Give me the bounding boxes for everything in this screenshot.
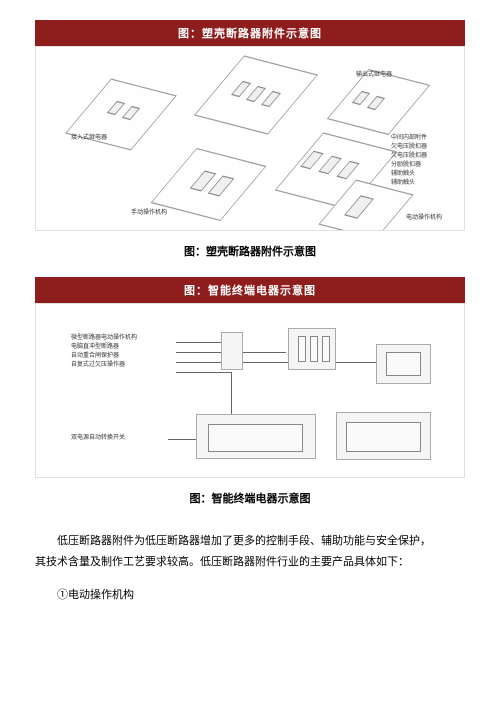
figure-1-diagram: 接入式继电器 输出式继电器手动操作机构 中间内部附件欠电压脱扣器欠电压脱扣器分励脱扣…	[35, 46, 465, 231]
device-detail	[346, 422, 421, 452]
lead-line	[168, 439, 198, 440]
body-paragraph: 低压断路器附件为低压断路器增加了更多的控制手段、辅助功能与安全保护， 其技术含量…	[35, 531, 465, 573]
item-1-text: ①电动操作机构	[35, 585, 465, 606]
lead-line	[176, 362, 376, 363]
lead-line	[231, 372, 232, 414]
figure-2-caption: 图：智能终端电器示意图	[35, 490, 465, 506]
figure-2-diagram: 微型断路器电动操作机构电脑直冲型断路器自动重合闸保护器自复式过欠压操作器双电源自…	[35, 303, 465, 478]
device-detail	[386, 352, 421, 376]
iso-panel-label: 接入式继电器	[71, 132, 107, 141]
iso-panel	[151, 148, 267, 221]
device-detail	[208, 424, 303, 452]
body-line-1: 低压断路器附件为低压断路器增加了更多的控制手段、辅助功能与安全保护，	[57, 535, 431, 547]
figure-2-title-bar: 图：智能终端电器示意图	[35, 277, 465, 303]
device-detail	[322, 336, 330, 362]
figure-1: 图：塑壳断路器附件示意图 接入式继电器 输出式继电器手动操作机构 中间内部附件欠电压…	[35, 20, 465, 259]
device-detail	[310, 336, 318, 362]
iso-panel-label: 电动操作机构	[406, 212, 442, 221]
device-detail	[298, 336, 306, 362]
lead-line	[176, 342, 224, 343]
left-label-list: 微型断路器电动操作机构电脑直冲型断路器自动重合闸保护器自复式过欠压操作器	[71, 334, 137, 370]
list-item-1: ①电动操作机构	[35, 585, 465, 606]
device-block	[221, 332, 243, 370]
iso-panel-label: 中间内部附件欠电压脱扣器欠电压脱扣器分励脱扣器辅助触头辅助触头	[391, 132, 427, 186]
iso-panel-label: 输出式继电器	[356, 69, 392, 78]
body-line-2: 其技术含量及制作工艺要求较高。低压断路器附件行业的主要产品具体如下：	[35, 556, 409, 568]
bottom-label: 双电源自动转换开关	[71, 434, 125, 443]
lead-line	[176, 372, 231, 373]
figure-1-title-bar: 图：塑壳断路器附件示意图	[35, 20, 465, 46]
iso-panel-label: 手动操作机构	[131, 207, 167, 216]
figure-1-caption: 图：塑壳断路器附件示意图	[35, 243, 465, 259]
figure-2: 图：智能终端电器示意图 微型断路器电动操作机构电脑直冲型断路器自动重合闸保护器自…	[35, 277, 465, 506]
